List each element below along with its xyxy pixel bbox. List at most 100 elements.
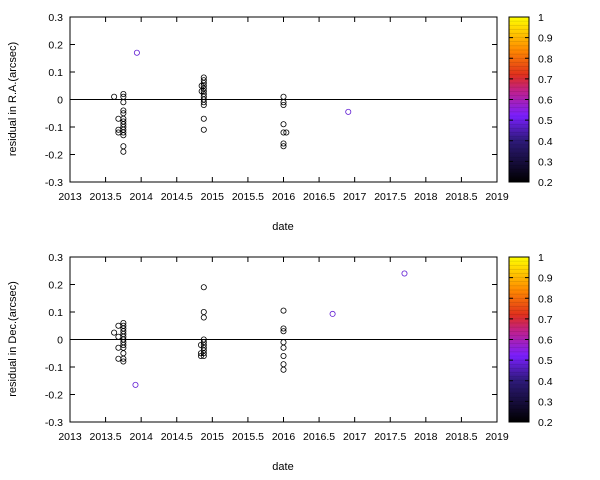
data-point [120, 107, 127, 114]
colorbar: 0.2 0.3 0.4 0.5 0.6 0.7 0.8 0.9 1 [508, 252, 553, 429]
data-point [280, 129, 287, 136]
data-point [280, 140, 287, 147]
x-tick-label: 2016 [272, 431, 296, 443]
dec-y-axis-label: residual in Dec.(arcsec) [7, 281, 19, 397]
colorbar: 0.2 0.3 0.4 0.5 0.6 0.7 0.8 0.9 1 [508, 12, 553, 189]
x-tick-label: 2018 [414, 431, 438, 443]
x-tick-label: 2013.5 [90, 191, 122, 203]
data-point [200, 126, 207, 133]
x-tick-label: 2016.5 [303, 431, 335, 443]
data-point [115, 333, 122, 340]
colorbar-tick-label: 0.3 [538, 396, 553, 408]
x-tick-label: 2017 [343, 431, 367, 443]
colorbar-tick-label: 0.8 [538, 53, 553, 65]
data-point [280, 102, 287, 109]
colorbar-tick-label: 0.4 [538, 136, 553, 148]
data-point [197, 341, 204, 348]
data-point [111, 329, 118, 336]
colorbar-tick-label: 0.7 [538, 314, 553, 326]
y-tick-label: 0 [57, 335, 63, 347]
data-point [200, 308, 207, 315]
data-point [120, 91, 127, 98]
x-tick-label: 2015 [201, 431, 225, 443]
data-point [345, 108, 352, 115]
data-point [280, 344, 287, 351]
data-point [280, 307, 287, 314]
colorbar-tick-label: 1 [538, 252, 544, 264]
x-tick-label: 2016 [272, 191, 296, 203]
x-tick-label: 2018.5 [445, 191, 477, 203]
colorbar-tick-label: 0.7 [538, 74, 553, 86]
data-point [120, 132, 127, 139]
colorbar-tick-label: 0.5 [538, 355, 553, 367]
data-point [120, 341, 127, 348]
y-tick-label: -0.3 [45, 417, 63, 429]
colorbar-tick-label: 0.6 [538, 95, 553, 107]
data-point [329, 310, 336, 317]
x-tick-label: 2016.5 [303, 191, 335, 203]
x-tick-label: 2014 [129, 191, 153, 203]
data-point [115, 322, 122, 329]
y-tick-label: 0.2 [48, 40, 63, 52]
data-point [200, 284, 207, 291]
data-point [115, 126, 122, 133]
y-tick-label: -0.3 [45, 177, 63, 189]
y-tick-label: 0.1 [48, 307, 63, 319]
data-point [200, 115, 207, 122]
data-point [200, 102, 207, 109]
colorbar-tick-label: 0.2 [538, 417, 553, 429]
x-tick-label: 2013.5 [90, 431, 122, 443]
x-tick-label: 2018 [414, 191, 438, 203]
colorbar-tick-label: 0.8 [538, 293, 553, 305]
dec-x-axis-label: date [272, 461, 293, 473]
data-point [280, 366, 287, 373]
x-tick-label: 2019 [485, 431, 509, 443]
x-tick-label: 2017 [343, 191, 367, 203]
data-point [280, 328, 287, 335]
y-tick-label: 0 [57, 95, 63, 107]
data-point [133, 49, 140, 56]
data-point [280, 121, 287, 128]
data-point [280, 339, 287, 346]
y-tick-label: -0.1 [45, 362, 63, 374]
x-tick-label: 2014.5 [161, 191, 193, 203]
y-tick-label: 0.1 [48, 67, 63, 79]
data-point [198, 88, 205, 95]
y-tick-label: -0.2 [45, 150, 63, 162]
dec-plot-area: 2013 2013.5 2014 2014.5 2015 2015.5 2016 2016.5… [45, 252, 553, 443]
data-point [197, 352, 204, 359]
x-tick-label: 2017.5 [374, 191, 406, 203]
data-point [120, 148, 127, 155]
colorbar-tick-label: 0.5 [538, 115, 553, 127]
y-tick-label: -0.2 [45, 390, 63, 402]
data-point [120, 99, 127, 106]
data-point [120, 143, 127, 150]
colorbar-tick-label: 0.4 [538, 376, 553, 388]
colorbar-tick-label: 0.3 [538, 156, 553, 168]
x-tick-label: 2017.5 [374, 431, 406, 443]
x-tick-label: 2018.5 [445, 431, 477, 443]
x-tick-label: 2015.5 [232, 191, 264, 203]
colorbar-tick-label: 0.9 [538, 33, 553, 45]
data-point [120, 350, 127, 357]
x-tick-label: 2015.5 [232, 431, 264, 443]
x-tick-label: 2015 [201, 191, 225, 203]
data-point [401, 270, 408, 277]
y-tick-label: -0.1 [45, 122, 63, 134]
colorbar-gradient [509, 17, 529, 182]
data-point [120, 358, 127, 365]
data-point [111, 93, 118, 100]
data-point [115, 355, 122, 362]
x-tick-label: 2014 [129, 431, 153, 443]
data-point [200, 314, 207, 321]
colorbar-tick-label: 0.9 [538, 273, 553, 285]
data-point [280, 325, 287, 332]
ra-plot-area: 2013 2013.5 2014 2014.5 2015 2015.5 2016 2016.5… [45, 12, 553, 203]
data-point [283, 129, 290, 136]
data-point [280, 352, 287, 359]
x-tick-label: 2019 [485, 191, 509, 203]
data-point [115, 344, 122, 351]
colorbar-tick-label: 1 [538, 12, 544, 24]
x-tick-label: 2014.5 [161, 431, 193, 443]
